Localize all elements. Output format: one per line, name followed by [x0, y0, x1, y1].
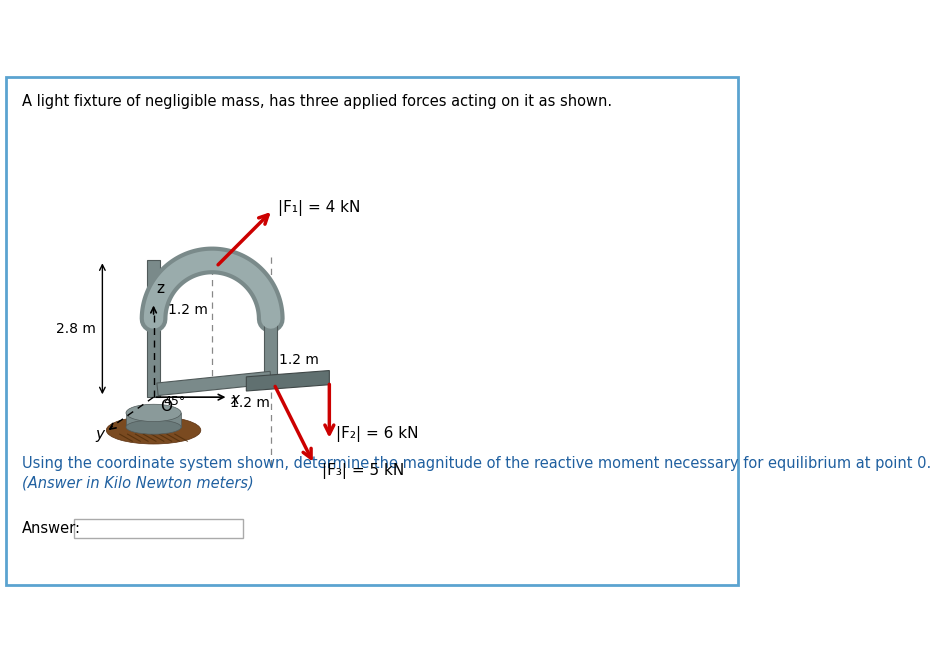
Ellipse shape [107, 416, 201, 444]
Polygon shape [157, 371, 271, 395]
Text: (Answer in Kilo Newton meters): (Answer in Kilo Newton meters) [22, 476, 254, 491]
Bar [147, 260, 160, 397]
Text: |F₁| = 4 kN: |F₁| = 4 kN [278, 201, 360, 216]
Text: z: z [157, 281, 164, 297]
Bar [74, 519, 244, 538]
Text: 2.8 m: 2.8 m [56, 322, 95, 336]
Text: A light fixture of negligible mass, has three applied forces acting on it as sho: A light fixture of negligible mass, has … [22, 94, 612, 109]
Text: 1.2 m: 1.2 m [168, 303, 208, 316]
Text: 1.2 m: 1.2 m [278, 354, 318, 367]
Bar [126, 413, 181, 427]
Text: Answer:: Answer: [22, 521, 81, 536]
Text: y: y [95, 428, 104, 442]
Ellipse shape [126, 420, 181, 434]
Ellipse shape [126, 404, 181, 422]
Text: 1.2 m: 1.2 m [229, 396, 269, 410]
Text: Using the coordinate system shown, determine the magnitude of the reactive momen: Using the coordinate system shown, deter… [22, 456, 931, 471]
Text: |F₃| = 5 kN: |F₃| = 5 kN [322, 463, 404, 479]
Bar [264, 319, 277, 377]
Text: x: x [230, 392, 240, 407]
Text: 45°: 45° [163, 395, 185, 408]
Text: O: O [160, 399, 172, 414]
Text: |F₂| = 6 kN: |F₂| = 6 kN [335, 426, 417, 442]
Polygon shape [246, 371, 329, 391]
